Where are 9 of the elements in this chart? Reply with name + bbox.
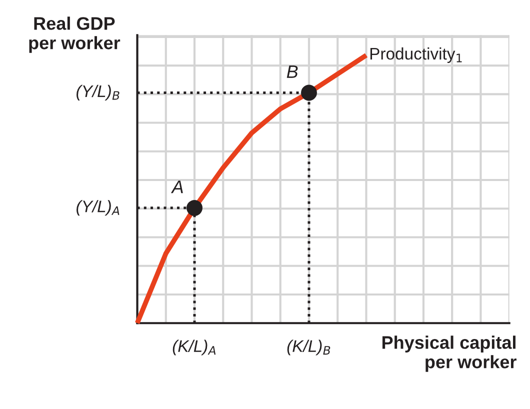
x-tick-label: (K/L)$_{A}$ xyxy=(172,340,216,356)
x-tick-label: (K/L)$_{B}$ xyxy=(287,340,330,356)
annotation: B xyxy=(286,65,298,78)
text: (Y/L)$_{A}$ xyxy=(76,200,120,216)
y-axis-title: Real GDP per worker xyxy=(29,16,120,53)
series-label: Productivity$_{1}$ xyxy=(370,47,462,63)
annotation: A xyxy=(170,180,183,194)
x-axis-title: Physical capital per worker xyxy=(382,336,516,372)
text: (Y/L)$_{B}$ xyxy=(76,84,120,100)
